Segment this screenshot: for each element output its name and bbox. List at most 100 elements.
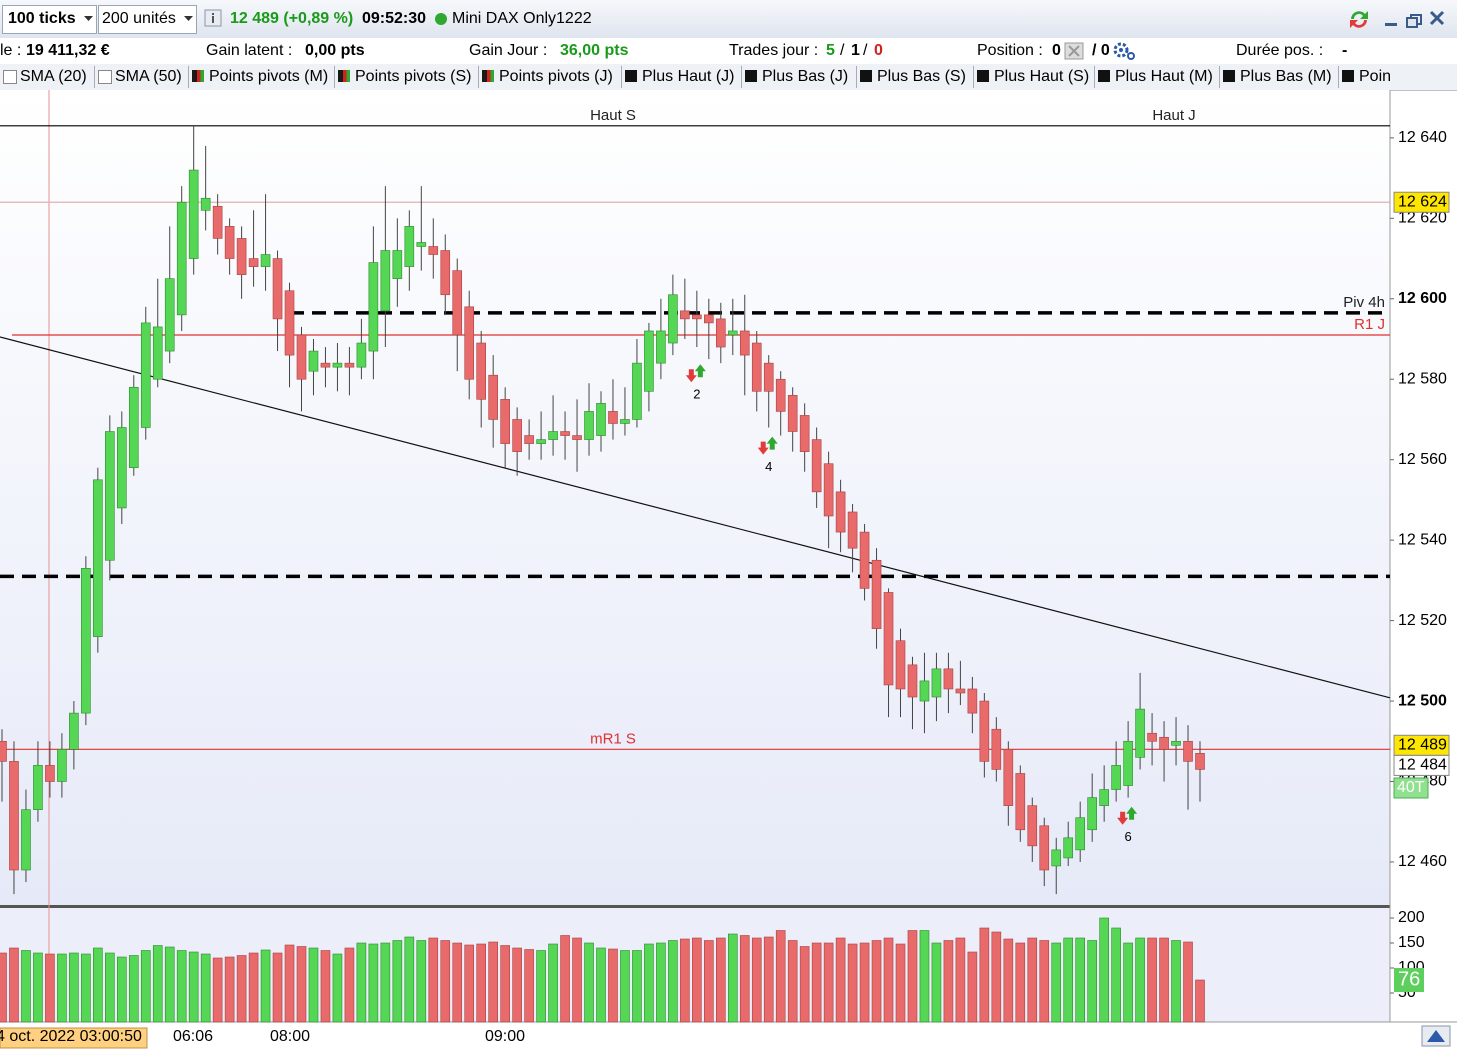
time: 09:52:30	[362, 10, 427, 27]
candle-body	[883, 592, 894, 686]
indicator-label[interactable]: Plus Haut (S)	[994, 68, 1090, 85]
volume-bar	[57, 953, 67, 1023]
indicator-icon[interactable]	[482, 70, 494, 82]
buy-arrow	[766, 436, 778, 450]
indicator-icon[interactable]	[1223, 70, 1235, 82]
indicator-label[interactable]: Plus Bas (J)	[762, 68, 849, 85]
candle-body	[1087, 797, 1097, 831]
candle-body	[572, 435, 582, 440]
volume-bar	[907, 930, 918, 1023]
volume-bar	[835, 937, 846, 1023]
tick-badge-label: 40T	[1397, 779, 1425, 796]
trade-signal	[685, 364, 706, 383]
volume-bar	[692, 937, 702, 1023]
volume-bar	[1075, 937, 1085, 1023]
volume-badge-label: 76	[1398, 968, 1420, 990]
y-tick-label: 12 460	[1398, 853, 1447, 870]
level-label: Haut J	[1152, 107, 1195, 124]
volume-bar	[500, 945, 510, 1023]
candle-body	[69, 712, 79, 750]
candle-body	[680, 310, 690, 320]
indicator-label[interactable]: Points pivots (S)	[355, 68, 472, 85]
candle-body	[1027, 805, 1038, 847]
candle-body	[380, 250, 391, 312]
indicator-label[interactable]: Points pivots (M)	[209, 68, 329, 85]
volume-tick-label: 200	[1398, 909, 1425, 926]
candle-body	[320, 362, 331, 368]
candle-body	[464, 306, 475, 380]
volume-bar	[895, 943, 906, 1023]
volume-bar	[93, 947, 103, 1023]
x-tick-label: 4 oct. 2022 03:00:50	[0, 1028, 142, 1045]
indicator-icon[interactable]	[1098, 70, 1110, 82]
volume-bar	[1171, 940, 1181, 1023]
close-position-icon[interactable]	[1064, 42, 1084, 60]
ticks-dropdown[interactable]	[2, 5, 97, 34]
volume-bar	[704, 940, 714, 1023]
volume-bar	[859, 942, 870, 1023]
volume-bar	[572, 937, 582, 1023]
price-badge	[1393, 191, 1450, 213]
volume-bar	[464, 944, 475, 1023]
volume-bar	[296, 946, 307, 1023]
indicator-icon[interactable]	[977, 70, 989, 82]
x-tick-label: 06:06	[173, 1028, 213, 1045]
y-tick-label: 12 580	[1398, 370, 1447, 387]
volume-bar	[105, 952, 115, 1023]
units-dropdown[interactable]	[98, 5, 197, 34]
info-icon[interactable]	[204, 9, 222, 27]
indicator-label[interactable]: Plus Bas (M)	[1240, 68, 1332, 85]
indicator-icon[interactable]	[745, 70, 757, 82]
volume-bar	[883, 937, 894, 1023]
candle-body	[248, 258, 259, 267]
indicator-icon[interactable]	[625, 70, 637, 82]
separator	[94, 66, 95, 88]
volume-bar	[1099, 917, 1109, 1023]
separator	[1094, 66, 1095, 88]
separator	[334, 66, 335, 88]
indicator-label[interactable]: Points pivots (J)	[499, 68, 613, 85]
position: 0	[1052, 42, 1061, 59]
volume-bar	[919, 930, 930, 1023]
indicator-icon[interactable]	[98, 70, 112, 84]
candle-body	[332, 362, 343, 368]
indicator-label[interactable]: Poin	[1359, 68, 1392, 85]
volume-bar	[787, 940, 798, 1023]
sell-arrow	[1117, 811, 1129, 825]
price-badge-label: 12 624	[1398, 193, 1447, 210]
candle-body	[356, 342, 367, 368]
indicator-label[interactable]: Plus Haut (J)	[642, 68, 735, 85]
indicator-icon[interactable]	[192, 70, 204, 82]
candle-body	[1099, 789, 1109, 806]
date-box	[0, 1027, 148, 1049]
level-label: mR1 S	[590, 730, 636, 747]
candle-body	[404, 226, 415, 267]
indicator-icon[interactable]	[1342, 70, 1354, 82]
candle-body	[284, 290, 295, 356]
settings-icon[interactable]	[1111, 41, 1137, 61]
volume-bar	[1135, 937, 1145, 1023]
indicator-icon[interactable]	[860, 70, 872, 82]
candle-body	[979, 700, 990, 762]
indicator-label[interactable]: Plus Bas (S)	[877, 68, 966, 85]
indicator-label[interactable]: SMA (50)	[115, 68, 182, 85]
volume-bar	[452, 942, 463, 1023]
volume-bar	[1003, 938, 1014, 1023]
indicator-icon[interactable]	[338, 70, 350, 82]
trades-label: Trades jour :	[729, 42, 819, 59]
window-controls[interactable]	[1343, 6, 1455, 32]
level-label: Piv 4h	[1343, 294, 1385, 311]
status-bar: le : 19 411,32 € Gain latent : 0,00 pts …	[0, 38, 1457, 65]
indicator-label[interactable]: Plus Haut (M)	[1115, 68, 1213, 85]
trendline	[0, 336, 1391, 699]
indicator-label[interactable]: SMA (20)	[20, 68, 87, 85]
candle-body	[524, 435, 534, 444]
candle-body	[272, 258, 283, 320]
volume-bar	[739, 935, 750, 1023]
volume-bar	[128, 955, 139, 1023]
volume-bar	[308, 947, 319, 1023]
candle-body	[1111, 765, 1121, 790]
signal-label: 2	[693, 387, 700, 402]
indicator-icon[interactable]	[3, 70, 17, 84]
balance: 19 411,32 €	[26, 42, 110, 59]
